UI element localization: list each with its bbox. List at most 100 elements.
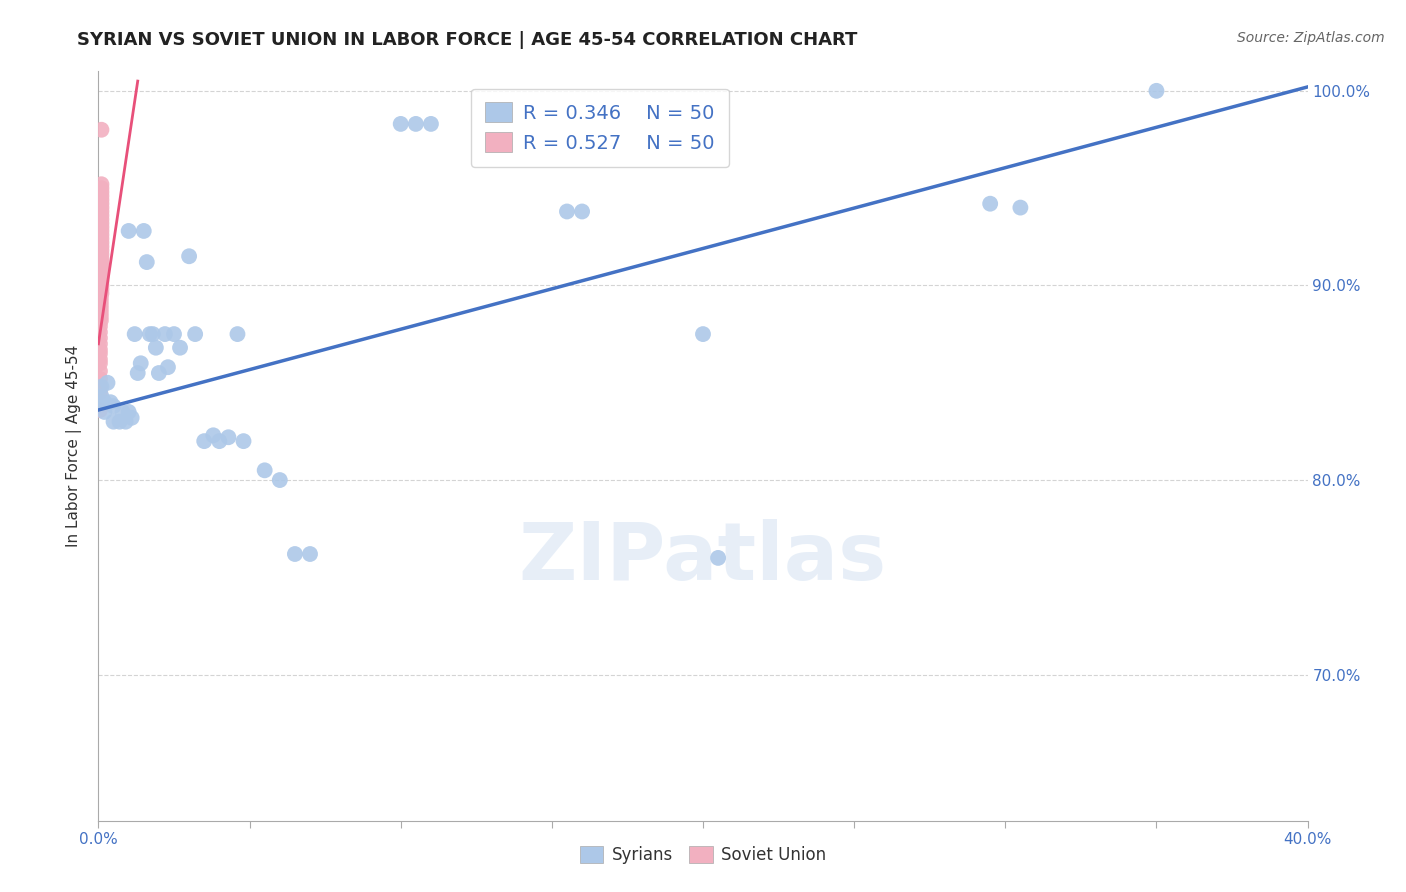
Point [103, 415, 125, 429]
Y-axis label: In Labor Force | Age 45-54: In Labor Force | Age 45-54 [66, 345, 83, 547]
Point [90, 275, 112, 289]
Point [90, 212, 112, 227]
Point [202, 428, 225, 442]
Point [184, 327, 207, 342]
Point [90, 235, 112, 250]
Point [90, 255, 112, 269]
Point [90, 278, 112, 293]
Point [108, 415, 131, 429]
Point [90, 263, 112, 277]
Point [979, 196, 1001, 211]
Point [89, 336, 111, 351]
Point [148, 366, 170, 380]
Point [389, 117, 412, 131]
Point [121, 410, 143, 425]
Point [420, 117, 443, 131]
Point [90, 290, 112, 304]
Point [89, 385, 111, 400]
Point [153, 327, 176, 342]
Point [90, 178, 112, 192]
Point [90, 293, 112, 308]
Point [217, 430, 239, 444]
Point [90, 204, 112, 219]
Point [163, 327, 186, 342]
Point [90, 379, 112, 393]
Point [405, 117, 427, 131]
Point [129, 356, 152, 370]
Point [90, 251, 112, 265]
Point [90, 282, 112, 296]
Point [96, 376, 118, 390]
Point [90, 306, 112, 320]
Point [90, 247, 112, 261]
Point [90, 196, 112, 211]
Point [90, 395, 112, 409]
Point [135, 255, 157, 269]
Point [90, 389, 112, 403]
Legend: Syrians, Soviet Union: Syrians, Soviet Union [571, 838, 835, 872]
Point [89, 364, 111, 378]
Point [93, 395, 115, 409]
Point [193, 434, 215, 449]
Point [90, 259, 112, 273]
Point [139, 327, 162, 342]
Point [156, 360, 179, 375]
Point [1144, 84, 1167, 98]
Point [132, 224, 155, 238]
Point [89, 343, 111, 357]
Point [179, 249, 201, 263]
Point [118, 224, 141, 238]
Point [571, 204, 593, 219]
Point [90, 267, 112, 281]
Point [127, 366, 149, 380]
Point [124, 327, 146, 342]
Point [89, 352, 111, 367]
Point [90, 122, 112, 136]
Point [226, 327, 249, 342]
Point [284, 547, 307, 561]
Point [90, 201, 112, 215]
Point [89, 319, 111, 334]
Point [90, 286, 112, 301]
Point [555, 204, 578, 219]
Point [103, 399, 125, 413]
Point [89, 331, 111, 345]
Point [89, 356, 111, 370]
Point [100, 395, 122, 409]
Point [253, 463, 276, 477]
Point [90, 310, 112, 324]
Point [299, 547, 322, 561]
Point [90, 181, 112, 195]
Point [90, 185, 112, 199]
Text: SYRIAN VS SOVIET UNION IN LABOR FORCE | AGE 45-54 CORRELATION CHART: SYRIAN VS SOVIET UNION IN LABOR FORCE | … [77, 31, 858, 49]
Point [90, 301, 112, 316]
Point [89, 346, 111, 360]
Text: ZIPatlas: ZIPatlas [519, 519, 887, 598]
Point [90, 239, 112, 253]
Point [90, 189, 112, 203]
Point [269, 473, 291, 487]
Point [89, 403, 111, 417]
Point [232, 434, 254, 449]
Point [90, 232, 112, 246]
Point [89, 379, 111, 393]
Point [707, 550, 730, 565]
Point [692, 327, 714, 342]
Point [90, 220, 112, 235]
Point [118, 405, 141, 419]
Point [111, 405, 134, 419]
Point [90, 224, 112, 238]
Point [142, 327, 165, 342]
Point [90, 193, 112, 207]
Point [90, 270, 112, 285]
Point [169, 341, 191, 355]
Point [114, 415, 136, 429]
Text: Source: ZipAtlas.com: Source: ZipAtlas.com [1237, 31, 1385, 45]
Point [93, 405, 115, 419]
Point [208, 434, 231, 449]
Point [90, 227, 112, 242]
Point [90, 313, 112, 327]
Point [1010, 201, 1032, 215]
Point [90, 244, 112, 258]
Point [89, 372, 111, 386]
